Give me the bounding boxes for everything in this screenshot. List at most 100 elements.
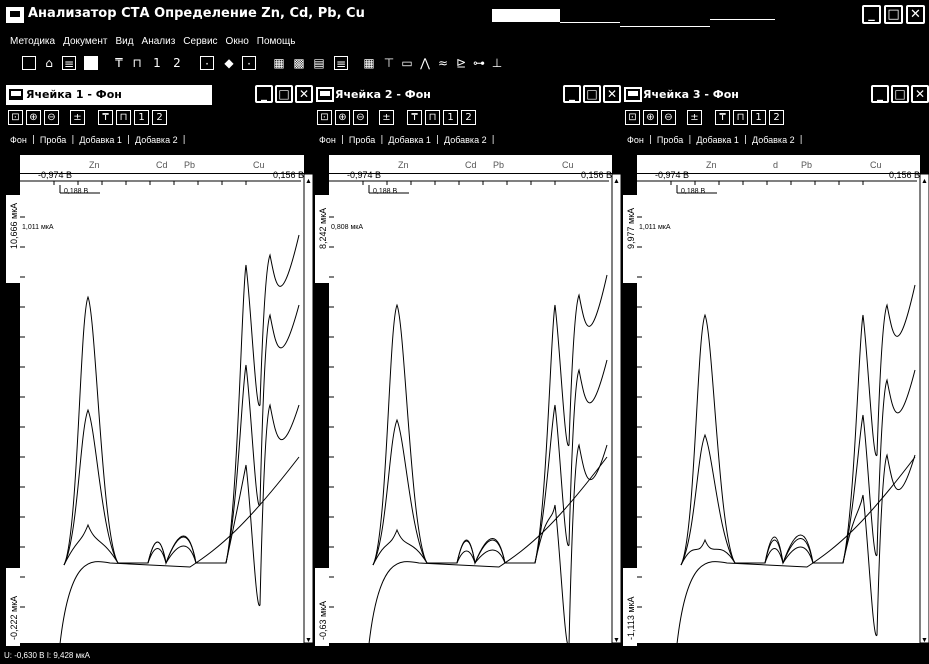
x-scale-label: 0,188 В [681,188,705,195]
electrode-icon[interactable]: ± [379,110,394,125]
add1-icon[interactable]: 1 [751,110,766,125]
menu-item-document[interactable]: Документ [63,36,108,47]
cell-window-2[interactable]: Ячейка 2 - Фон _ □ ✕ ⊡ ⊕ ⊖ ± ₸ ⊓ 1 2 Фон… [315,83,621,646]
cell-window-1[interactable]: Ячейка 1 - Фон _ □ ✕ ⊡ ⊕ ⊖ ± ₸ ⊓ 1 2 Фон… [6,83,313,646]
bg-icon[interactable]: ₸ [407,110,422,125]
tab-sample[interactable]: Проба [39,135,67,145]
cell-tabs: Фон | Проба | Добавка 1 | Добавка 2 | [319,135,495,145]
drop-icon[interactable]: ◆ [224,56,234,70]
scroll-down-icon: ▼ [305,637,312,644]
chart-icon[interactable]: ▦ [273,56,285,70]
new-doc-icon[interactable] [22,56,36,70]
app-icon[interactable] [6,7,24,23]
grid-icon[interactable]: ▦ [363,56,375,70]
cell-close-button[interactable]: ✕ [911,85,929,103]
tab-addition-2[interactable]: Добавка 2 [444,135,487,145]
calc-icon[interactable]: · [200,56,214,71]
cell-close-button[interactable]: ✕ [603,85,621,103]
tab-sample[interactable]: Проба [348,135,376,145]
probe-icon[interactable]: ⊓ [116,110,131,125]
menu-item-analysis[interactable]: Анализ [141,36,176,47]
open-folder-icon[interactable]: ⌂ [45,56,53,70]
electrode-icon[interactable]: ± [687,110,702,125]
bg-icon[interactable]: ₸ [715,110,730,125]
monitor-icon[interactable]: ▭ [401,56,413,70]
zoom-in-icon[interactable]: ⊕ [26,110,41,125]
electrode-icon[interactable]: ₸ [115,56,123,70]
curves-icon[interactable]: ≈ [437,56,449,70]
probe-icon[interactable]: ⊓ [425,110,440,125]
cell-close-button[interactable]: ✕ [295,85,313,103]
tab-addition-2[interactable]: Добавка 2 [135,135,178,145]
y-scale-label: 1,011 мкА [22,224,54,231]
electrode-icon[interactable]: ± [70,110,85,125]
tab-background[interactable]: Фон [10,135,27,145]
tab-sample[interactable]: Проба [656,135,684,145]
save-icon[interactable] [84,56,98,70]
export-icon[interactable]: ≡ [334,56,348,71]
title-line-decoration [620,26,710,27]
menu-item-method[interactable]: Методика [10,36,56,47]
y-label-bg [315,568,329,646]
menu-item-view[interactable]: Вид [115,36,134,47]
tab-addition-1[interactable]: Добавка 1 [388,135,431,145]
plot-svg: ▲ ▼ ⊟ Zn Cd Pb Cu -0,974 В 0,156 В 0,188 В 8,242 м… [315,155,621,646]
cell-window-icon[interactable] [624,87,642,102]
voltammogram-plot[interactable]: ▲ ▼ ⊟ Zn d Pb Cu -0,974 В 0,156 В 0,188 В 9,977 мк… [623,155,929,646]
y-axis-top-label: 10,666 мкА [9,203,19,249]
add2-icon[interactable]: 2 [152,110,167,125]
cell-maximize-button[interactable]: □ [891,85,909,103]
table-icon[interactable]: ≡ [62,56,76,71]
voltammogram-plot[interactable]: ▲ ▼ ⊟ Zn Cd Pb Cu -0,974 В 0,156 В 0,188 В 8,242 м… [315,155,621,646]
print-icon[interactable]: ▤ [313,56,325,70]
zoom-in-icon[interactable]: ⊕ [335,110,350,125]
zoom-out-icon[interactable]: ⊖ [661,110,676,125]
cell-icon[interactable]: ⊓ [132,56,142,70]
cell-maximize-button[interactable]: □ [583,85,601,103]
menu-item-window[interactable]: Окно [225,36,249,47]
one-icon[interactable]: 1 [153,56,161,70]
tab-background[interactable]: Фон [627,135,644,145]
add1-icon[interactable]: 1 [134,110,149,125]
cell-minimize-button[interactable]: _ [255,85,273,103]
tab-addition-1[interactable]: Добавка 1 [696,135,739,145]
app-titlebar: Анализатор СТА Определение Zn, Cd, Pb, C… [0,0,929,34]
cell-minimize-button[interactable]: _ [563,85,581,103]
cell-titlebar: Ячейка 3 - Фон _ □ ✕ [623,83,929,107]
cell-window-3[interactable]: Ячейка 3 - Фон _ □ ✕ ⊡ ⊕ ⊖ ± ₸ ⊓ 1 2 Фон… [623,83,929,646]
report-icon[interactable]: · [242,56,256,71]
close-button[interactable]: ✕ [906,5,925,24]
cell-maximize-button[interactable]: □ [275,85,293,103]
baseline-icon[interactable]: ⊥ [491,56,503,70]
zoom-out-icon[interactable]: ⊖ [44,110,59,125]
cell-minimize-button[interactable]: _ [871,85,889,103]
cell-window-icon[interactable] [7,87,25,102]
voltammogram-plot[interactable]: ▲ ▼ ⊟ Zn Cd Pb Cu -0,974 В 0,156 В 0,188 В 10,666 … [6,155,313,646]
menu-item-service[interactable]: Сервис [183,36,218,47]
cell-window-icon[interactable] [316,87,334,102]
tab-addition-1[interactable]: Добавка 1 [79,135,122,145]
minimize-button[interactable]: _ [862,5,881,24]
zoom-fit-icon[interactable]: ⊡ [8,110,23,125]
add1-icon[interactable]: 1 [443,110,458,125]
zoom-in-icon[interactable]: ⊕ [643,110,658,125]
menu-item-help[interactable]: Помощь [256,36,296,47]
chart2-icon[interactable]: ▩ [293,56,305,70]
scroll-up-icon: ▲ [613,178,620,185]
edit-chart-icon[interactable]: ⊵ [455,56,467,70]
settings-icon[interactable]: ⊶ [473,56,485,70]
zoom-fit-icon[interactable]: ⊡ [625,110,640,125]
tab-background[interactable]: Фон [319,135,336,145]
zoom-fit-icon[interactable]: ⊡ [317,110,332,125]
plot-background [637,174,920,643]
tab-addition-2[interactable]: Добавка 2 [752,135,795,145]
window-icon[interactable]: ⊤ [383,56,395,70]
add2-icon[interactable]: 2 [769,110,784,125]
add2-icon[interactable]: 2 [461,110,476,125]
probe-icon[interactable]: ⊓ [733,110,748,125]
two-icon[interactable]: 2 [173,56,181,70]
maximize-button[interactable]: □ [884,5,903,24]
bg-icon[interactable]: ₸ [98,110,113,125]
zoom-out-icon[interactable]: ⊖ [353,110,368,125]
peaks-icon[interactable]: ⋀ [420,56,430,70]
